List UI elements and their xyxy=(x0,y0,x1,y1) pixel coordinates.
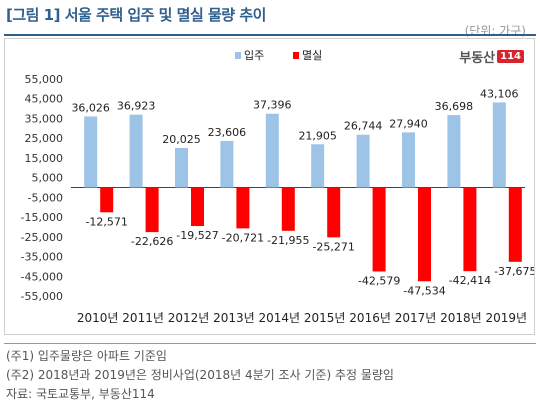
y-tick-label: 45,000 xyxy=(25,93,64,106)
x-tick-label: 2019년 xyxy=(486,311,528,325)
data-label: -37,675 xyxy=(494,265,534,278)
unit-label: (단위: 가구) xyxy=(464,24,526,38)
bar xyxy=(356,134,370,188)
y-tick-label: 25,000 xyxy=(25,132,64,145)
legend-swatch xyxy=(293,52,299,59)
bar xyxy=(220,140,234,188)
x-tick-label: 2012년 xyxy=(168,311,210,325)
bar xyxy=(84,116,98,188)
data-label: -19,527 xyxy=(176,229,218,242)
footnote-1: (주1) 입주물량은 아파트 기준임 xyxy=(6,349,167,363)
bar xyxy=(463,187,477,272)
data-label: 27,940 xyxy=(389,117,428,130)
x-tick-label: 2018년 xyxy=(440,311,482,325)
x-tick-label: 2010년 xyxy=(77,311,119,325)
bar xyxy=(175,147,188,188)
bar xyxy=(492,102,506,188)
legend-swatch xyxy=(235,52,241,59)
x-tick-label: 2017년 xyxy=(395,311,437,325)
data-label: 36,026 xyxy=(71,101,110,114)
data-label: -21,955 xyxy=(267,234,309,247)
y-tick-label: -25,000 xyxy=(21,231,63,244)
y-tick-label: 5,000 xyxy=(32,172,64,185)
legend-label: 멸실 xyxy=(302,49,322,62)
data-label: 23,606 xyxy=(208,126,247,139)
bar xyxy=(372,187,386,272)
x-tick-label: 2015년 xyxy=(304,311,346,325)
footnotes: (주1) 입주물량은 아파트 기준임 (주2) 2018년과 2019년은 정비… xyxy=(6,347,394,404)
data-label: -25,271 xyxy=(312,240,354,253)
data-label: -12,571 xyxy=(85,215,127,228)
data-label: 20,025 xyxy=(162,133,201,146)
housing-supply-chart: 55,000 45,000 35,000 25,000 15,000 5,000 -5,00… xyxy=(21,49,534,325)
data-label: 43,106 xyxy=(480,87,519,100)
bar xyxy=(327,187,341,238)
data-label: 36,698 xyxy=(435,100,474,113)
source-note: 자료: 국토교통부, 부동산114 xyxy=(6,387,155,401)
y-tick-label: -55,000 xyxy=(21,290,63,303)
y-tick-label: -5,000 xyxy=(28,191,63,204)
x-tick-label: 2011년 xyxy=(122,311,164,325)
data-label: -42,579 xyxy=(358,274,400,287)
bar xyxy=(402,132,415,188)
data-label: -22,626 xyxy=(131,235,173,248)
logo: 부동산 114 xyxy=(459,48,524,66)
page-title: [그림 1] 서울 주택 입주 및 멸실 물량 추이 xyxy=(6,6,266,24)
bar xyxy=(191,187,204,227)
data-label: -20,721 xyxy=(222,231,264,244)
data-label: 26,744 xyxy=(344,120,383,133)
bar xyxy=(281,187,295,231)
y-tick-label: -35,000 xyxy=(21,251,63,264)
bar xyxy=(129,114,143,188)
x-tick-label: 2014년 xyxy=(259,311,301,325)
bar xyxy=(418,187,431,282)
title-rule xyxy=(4,34,536,36)
logo-number: 114 xyxy=(497,50,524,63)
bar xyxy=(265,113,279,188)
footer-rule xyxy=(4,343,536,344)
bar xyxy=(145,187,159,233)
legend-label: 입주 xyxy=(244,49,264,62)
y-tick-label: 35,000 xyxy=(25,112,64,125)
data-label: -42,414 xyxy=(449,274,491,287)
data-label: -47,534 xyxy=(403,284,445,297)
y-tick-label: 15,000 xyxy=(25,152,64,165)
x-tick-label: 2013년 xyxy=(213,311,255,325)
y-tick-label: -15,000 xyxy=(21,211,63,224)
bar xyxy=(508,187,522,262)
x-tick-label: 2016년 xyxy=(349,311,391,325)
chart-panel: 55,000 45,000 35,000 25,000 15,000 5,000 -5,00… xyxy=(4,38,535,335)
logo-text: 부동산 xyxy=(459,51,496,66)
data-label: 21,905 xyxy=(298,129,337,142)
bar xyxy=(311,144,325,188)
data-label: 36,923 xyxy=(117,100,156,113)
data-label: 37,396 xyxy=(253,99,292,112)
y-tick-label: 55,000 xyxy=(25,73,64,86)
footnote-2: (주2) 2018년과 2019년은 정비사업(2018년 4분기 조사 기준)… xyxy=(6,368,394,382)
bar xyxy=(100,187,114,213)
bar xyxy=(447,115,461,188)
y-tick-label: -45,000 xyxy=(21,270,63,283)
bar xyxy=(236,187,250,229)
